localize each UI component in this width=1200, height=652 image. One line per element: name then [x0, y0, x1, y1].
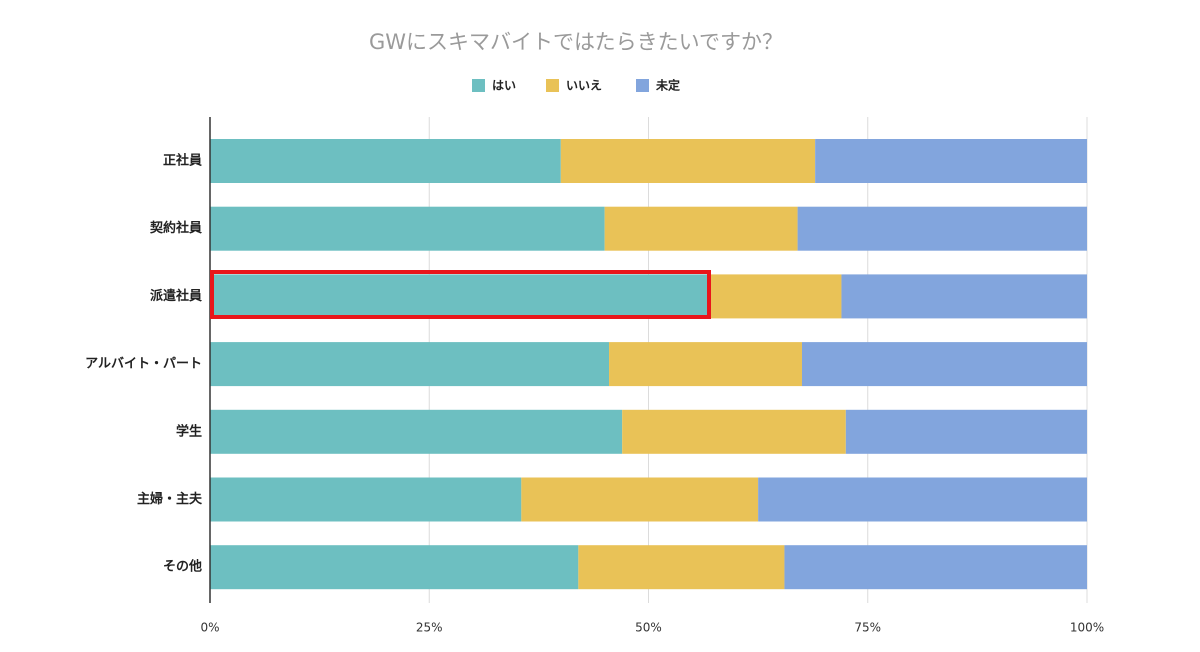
- bar-segment: [210, 206, 605, 251]
- x-tick-label: 75%: [854, 621, 881, 635]
- y-tick-label: 学生: [176, 423, 202, 439]
- x-tick-label: 25%: [416, 621, 443, 635]
- bar-segment: [210, 409, 623, 454]
- legend-label: はい: [492, 79, 516, 93]
- y-tick-label: 正社員: [163, 153, 202, 169]
- y-tick-label: 派遣社員: [150, 288, 202, 304]
- bar-segment: [784, 545, 1087, 590]
- chart-title: GWにスキマバイトではたらきたいですか？: [369, 30, 783, 54]
- bar-segment: [210, 274, 710, 319]
- legend-label: いいえ: [566, 79, 602, 93]
- bar-segment: [758, 477, 1087, 522]
- bar-segment: [521, 477, 759, 522]
- bar-segment: [709, 274, 842, 319]
- y-tick-label: 契約社員: [149, 220, 202, 236]
- legend-label: 未定: [655, 78, 680, 93]
- bars: [210, 139, 1087, 590]
- bar-segment: [210, 545, 579, 590]
- bar-segment: [622, 409, 846, 454]
- highlight-box: [210, 270, 711, 319]
- bar-segment: [210, 477, 522, 522]
- bar-segment: [560, 139, 816, 183]
- x-tick-label: 50%: [635, 621, 662, 635]
- y-tick-label: 主婦・主夫: [137, 491, 203, 507]
- bar-segment: [210, 342, 610, 387]
- x-tick-label: 0%: [200, 621, 219, 635]
- legend-swatch: [546, 79, 559, 92]
- bar-segment: [845, 409, 1087, 454]
- legend-swatch: [636, 79, 649, 92]
- bar-segment: [210, 139, 561, 183]
- bar-segment: [841, 274, 1087, 319]
- x-tick-label: 100%: [1070, 621, 1104, 635]
- y-tick-label: アルバイト・パート: [85, 357, 202, 372]
- y-tick-label: その他: [163, 559, 202, 575]
- bar-segment: [604, 206, 798, 251]
- bar-segment: [578, 545, 785, 590]
- legend-swatch: [472, 79, 485, 92]
- bar-segment: [801, 342, 1087, 387]
- bar-segment: [609, 342, 802, 387]
- bar-segment: [797, 206, 1087, 251]
- bar-segment: [815, 139, 1087, 183]
